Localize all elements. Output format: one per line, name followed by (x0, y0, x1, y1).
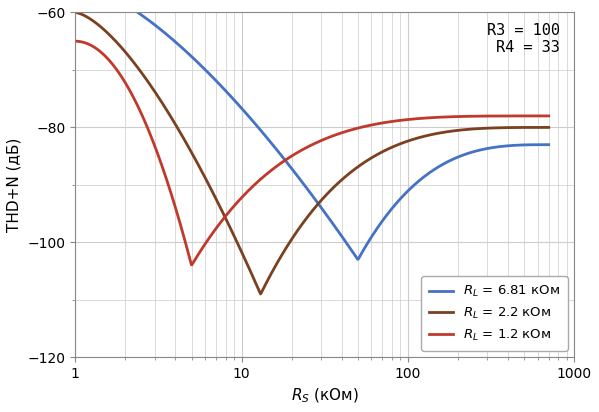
Y-axis label: THD+N (дБ): THD+N (дБ) (7, 138, 22, 232)
$R_L$ = 6.81  кОм (120, 1, 127, 6)
Legend: $R_L$ = 6.81 кОм, $R_L$ = 2.2 кОм, $R_L$ = 1.2 кОм: $R_L$ = 6.81 кОм, $R_L$ = 2.2 кОм, $R_L$… (421, 276, 568, 351)
X-axis label: $R_S$ (кОм): $R_S$ (кОм) (291, 386, 359, 405)
$R_L$ = 1.2  кОм (441, 115, 449, 119)
$R_L$ = 1.2  кОм (281, 158, 288, 163)
$R_L$ = 6.81  кОм (545, 142, 552, 147)
Line: $R_L$ = 6.81  кОм: $R_L$ = 6.81 кОм (75, 0, 549, 259)
$R_L$ = 6.81  кОм (280, 156, 288, 161)
Text: R3 = 100
R4 = 33: R3 = 100 R4 = 33 (486, 23, 559, 55)
$R_L$ = 1.2  кОм (397, 118, 404, 123)
Line: $R_L$ = 2.2  кОм: $R_L$ = 2.2 кОм (75, 12, 549, 294)
$R_L$ = 6.81  кОм (441, 161, 449, 166)
$R_L$ = 2.2  кОм (441, 130, 449, 135)
$R_L$ = 1.2  кОм (188, 262, 195, 267)
$R_L$ = 1.2  кОм (264, 171, 271, 176)
$R_L$ = 1.2  кОм (72, 39, 79, 44)
$R_L$ = 6.81  кОм (355, 257, 362, 262)
$R_L$ = 6.81  кОм (397, 196, 404, 201)
$R_L$ = 1.2  кОм (545, 113, 552, 118)
$R_L$ = 6.81  кОм (450, 157, 457, 162)
$R_L$ = 1.2  кОм (450, 114, 457, 119)
Line: $R_L$ = 1.2  кОм: $R_L$ = 1.2 кОм (75, 41, 549, 265)
$R_L$ = 1.2  кОм (120, 77, 127, 82)
$R_L$ = 2.2  кОм (545, 125, 552, 130)
$R_L$ = 2.2  кОм (397, 141, 404, 146)
$R_L$ = 2.2  кОм (264, 279, 271, 284)
$R_L$ = 2.2  кОм (72, 10, 79, 15)
$R_L$ = 6.81  кОм (263, 135, 270, 140)
$R_L$ = 2.2  кОм (257, 292, 264, 297)
$R_L$ = 2.2  кОм (281, 248, 288, 253)
$R_L$ = 2.2  кОм (450, 129, 457, 133)
$R_L$ = 2.2  кОм (120, 47, 127, 52)
